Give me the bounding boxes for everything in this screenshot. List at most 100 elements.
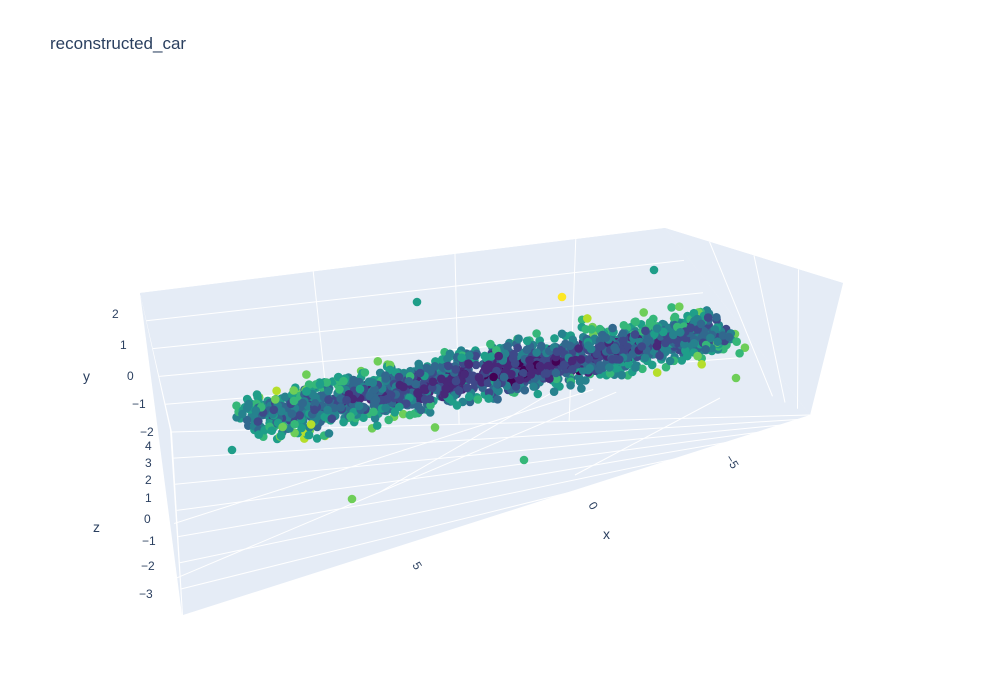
data-point[interactable] bbox=[271, 395, 280, 404]
data-point[interactable] bbox=[514, 334, 523, 344]
data-point[interactable] bbox=[483, 378, 493, 388]
data-point[interactable] bbox=[689, 339, 699, 348]
data-point[interactable] bbox=[574, 344, 583, 353]
data-point[interactable] bbox=[384, 415, 394, 425]
data-point[interactable] bbox=[324, 395, 333, 405]
data-point[interactable] bbox=[601, 333, 611, 342]
data-point[interactable] bbox=[537, 341, 546, 351]
data-point[interactable] bbox=[428, 377, 438, 387]
data-point[interactable] bbox=[661, 362, 671, 372]
data-point[interactable] bbox=[425, 408, 435, 417]
data-point[interactable] bbox=[464, 360, 474, 369]
data-point[interactable] bbox=[412, 297, 422, 307]
data-point[interactable] bbox=[619, 321, 629, 330]
data-point[interactable] bbox=[670, 314, 679, 323]
data-point[interactable] bbox=[310, 399, 320, 408]
data-point[interactable] bbox=[347, 494, 357, 504]
data-point[interactable] bbox=[463, 383, 472, 393]
data-point[interactable] bbox=[278, 422, 287, 432]
data-point[interactable] bbox=[426, 367, 436, 376]
data-point[interactable] bbox=[444, 361, 453, 371]
data-point[interactable] bbox=[615, 355, 624, 364]
data-point[interactable] bbox=[543, 361, 553, 371]
data-point[interactable] bbox=[712, 313, 721, 322]
data-point[interactable] bbox=[631, 317, 640, 327]
data-point[interactable] bbox=[359, 413, 368, 423]
data-point[interactable] bbox=[289, 386, 299, 395]
data-point[interactable] bbox=[251, 406, 261, 415]
data-point[interactable] bbox=[675, 302, 684, 312]
data-point[interactable] bbox=[404, 377, 414, 386]
data-point[interactable] bbox=[414, 402, 423, 411]
data-point[interactable] bbox=[440, 389, 449, 399]
data-point[interactable] bbox=[298, 398, 308, 408]
data-point[interactable] bbox=[690, 316, 699, 326]
data-point[interactable] bbox=[269, 405, 279, 415]
data-point[interactable] bbox=[402, 399, 411, 409]
data-point[interactable] bbox=[735, 349, 744, 358]
data-point[interactable] bbox=[368, 378, 378, 387]
data-point[interactable] bbox=[731, 373, 741, 383]
data-point[interactable] bbox=[578, 366, 588, 375]
data-point[interactable] bbox=[552, 347, 562, 357]
data-point[interactable] bbox=[302, 387, 311, 396]
data-point[interactable] bbox=[460, 369, 469, 379]
data-point[interactable] bbox=[372, 421, 382, 430]
data-point[interactable] bbox=[342, 395, 351, 405]
data-point[interactable] bbox=[489, 372, 498, 382]
data-point[interactable] bbox=[322, 378, 332, 387]
data-point[interactable] bbox=[280, 392, 290, 402]
data-point[interactable] bbox=[513, 343, 522, 353]
data-point[interactable] bbox=[618, 336, 628, 346]
data-point[interactable] bbox=[566, 381, 575, 390]
data-point[interactable] bbox=[559, 360, 569, 370]
data-point[interactable] bbox=[683, 351, 692, 361]
data-point[interactable] bbox=[713, 337, 722, 347]
data-point[interactable] bbox=[253, 417, 263, 426]
data-point[interactable] bbox=[574, 373, 584, 382]
data-point[interactable] bbox=[420, 395, 430, 404]
data-point[interactable] bbox=[618, 329, 628, 339]
data-point[interactable] bbox=[703, 313, 713, 322]
data-point[interactable] bbox=[486, 339, 495, 349]
data-point[interactable] bbox=[584, 355, 594, 364]
data-point[interactable] bbox=[306, 420, 316, 429]
data-point[interactable] bbox=[327, 414, 337, 424]
data-point[interactable] bbox=[381, 403, 391, 413]
data-point[interactable] bbox=[360, 368, 370, 377]
data-point[interactable] bbox=[550, 334, 559, 343]
data-point[interactable] bbox=[413, 388, 422, 398]
data-point[interactable] bbox=[315, 380, 325, 389]
data-point[interactable] bbox=[398, 409, 408, 419]
data-point[interactable] bbox=[586, 344, 596, 354]
data-point[interactable] bbox=[697, 360, 706, 369]
data-point[interactable] bbox=[399, 382, 408, 392]
data-point[interactable] bbox=[474, 373, 484, 382]
data-point[interactable] bbox=[473, 395, 483, 404]
data-point[interactable] bbox=[471, 360, 481, 370]
data-point[interactable] bbox=[630, 330, 640, 339]
data-point[interactable] bbox=[272, 386, 281, 396]
data-point[interactable] bbox=[394, 372, 404, 382]
data-point[interactable] bbox=[568, 356, 577, 366]
data-point[interactable] bbox=[652, 324, 662, 333]
data-point[interactable] bbox=[445, 349, 455, 359]
data-point[interactable] bbox=[312, 434, 322, 443]
data-point[interactable] bbox=[522, 336, 532, 346]
data-point[interactable] bbox=[369, 407, 378, 417]
data-point[interactable] bbox=[323, 405, 332, 415]
data-point[interactable] bbox=[557, 292, 567, 302]
data-point[interactable] bbox=[454, 386, 464, 396]
data-point[interactable] bbox=[430, 423, 440, 432]
data-point[interactable] bbox=[354, 401, 364, 411]
data-point[interactable] bbox=[676, 328, 685, 337]
data-point[interactable] bbox=[542, 369, 552, 378]
data-point[interactable] bbox=[297, 423, 306, 433]
data-point[interactable] bbox=[652, 368, 662, 377]
data-point[interactable] bbox=[484, 394, 493, 403]
data-point[interactable] bbox=[605, 363, 614, 372]
data-point[interactable] bbox=[577, 384, 586, 393]
data-point[interactable] bbox=[426, 400, 435, 410]
data-point[interactable] bbox=[581, 325, 591, 334]
data-point[interactable] bbox=[519, 455, 529, 465]
